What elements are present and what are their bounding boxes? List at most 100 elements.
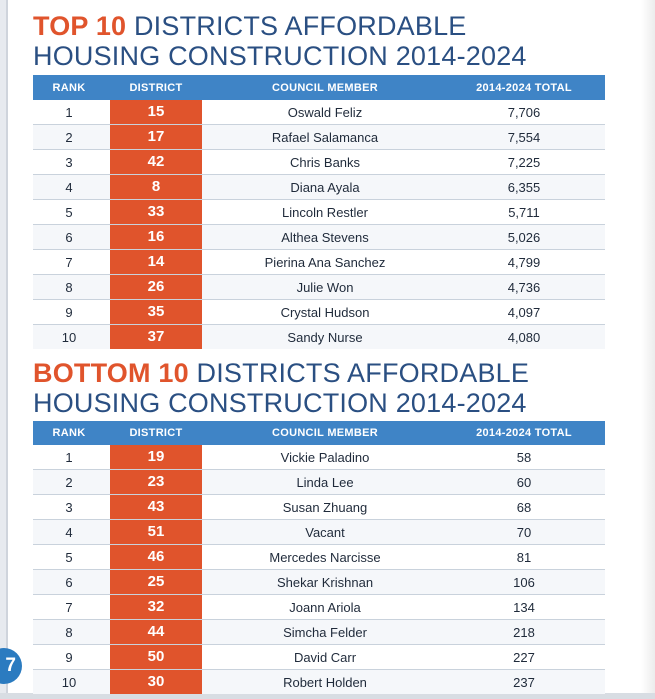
bottom-10-header-row: RANK DISTRICT COUNCIL MEMBER 2014-2024 T… (33, 421, 605, 445)
rank-cell: 6 (33, 569, 105, 595)
council-member-cell: Susan Zhuang (207, 494, 443, 520)
district-cell: 32 (105, 594, 207, 620)
district-cell: 19 (105, 445, 207, 470)
total-cell: 227 (443, 644, 605, 670)
page-edge (0, 0, 6, 699)
total-header: 2014-2024 TOTAL (443, 75, 605, 100)
total-cell: 7,706 (443, 100, 605, 125)
total-cell: 218 (443, 619, 605, 645)
district-badge: 25 (110, 570, 202, 594)
district-cell: 15 (105, 100, 207, 125)
table-row: 7 32 Joann Ariola 134 (33, 594, 605, 620)
district-badge: 44 (110, 620, 202, 644)
rank-cell: 9 (33, 644, 105, 670)
total-cell: 237 (443, 669, 605, 694)
rank-cell: 7 (33, 594, 105, 620)
total-cell: 70 (443, 519, 605, 545)
bottom-10-heading: BOTTOM 10 DISTRICTS AFFORDABLE HOUSING C… (33, 358, 529, 418)
district-cell: 25 (105, 569, 207, 595)
council-member-cell: Sandy Nurse (207, 324, 443, 349)
rank-cell: 4 (33, 174, 105, 200)
district-cell: 14 (105, 249, 207, 275)
page-number-badge: 7 (0, 648, 22, 684)
council-member-cell: Joann Ariola (207, 594, 443, 620)
district-cell: 42 (105, 149, 207, 175)
district-badge: 46 (110, 545, 202, 569)
rank-cell: 4 (33, 519, 105, 545)
rank-cell: 5 (33, 199, 105, 225)
table-row: 1 19 Vickie Paladino 58 (33, 445, 605, 470)
table-row: 2 17 Rafael Salamanca 7,554 (33, 124, 605, 150)
council-member-cell: Lincoln Restler (207, 199, 443, 225)
top-10-table: RANK DISTRICT COUNCIL MEMBER 2014-2024 T… (33, 75, 605, 349)
rank-cell: 8 (33, 619, 105, 645)
rank-cell: 10 (33, 324, 105, 349)
table-row: 6 16 Althea Stevens 5,026 (33, 224, 605, 250)
rank-header: RANK (33, 75, 105, 100)
council-member-cell: Mercedes Narcisse (207, 544, 443, 570)
table-row: 8 26 Julie Won 4,736 (33, 274, 605, 300)
rank-cell: 7 (33, 249, 105, 275)
council-member-cell: Julie Won (207, 274, 443, 300)
rank-cell: 1 (33, 100, 105, 125)
rank-cell: 5 (33, 544, 105, 570)
district-badge: 30 (110, 670, 202, 694)
table-row: 2 23 Linda Lee 60 (33, 469, 605, 495)
district-badge: 16 (110, 225, 202, 249)
total-cell: 68 (443, 494, 605, 520)
table-row: 6 25 Shekar Krishnan 106 (33, 569, 605, 595)
council-member-cell: Chris Banks (207, 149, 443, 175)
table-row: 9 35 Crystal Hudson 4,097 (33, 299, 605, 325)
district-cell: 35 (105, 299, 207, 325)
council-member-cell: Rafael Salamanca (207, 124, 443, 150)
district-badge: 14 (110, 250, 202, 274)
district-cell: 16 (105, 224, 207, 250)
district-badge: 32 (110, 595, 202, 619)
council-member-cell: Diana Ayala (207, 174, 443, 200)
page-shadow (641, 0, 655, 699)
table-row: 4 8 Diana Ayala 6,355 (33, 174, 605, 200)
rank-cell: 6 (33, 224, 105, 250)
bottom-10-table: RANK DISTRICT COUNCIL MEMBER 2014-2024 T… (33, 421, 605, 694)
total-cell: 6,355 (443, 174, 605, 200)
district-cell: 17 (105, 124, 207, 150)
council-member-cell: Pierina Ana Sanchez (207, 249, 443, 275)
total-cell: 4,736 (443, 274, 605, 300)
council-member-cell: Simcha Felder (207, 619, 443, 645)
district-cell: 51 (105, 519, 207, 545)
district-badge: 19 (110, 445, 202, 469)
table-row: 10 37 Sandy Nurse 4,080 (33, 324, 605, 349)
table-row: 4 51 Vacant 70 (33, 519, 605, 545)
bottom-10-heading-accent: BOTTOM 10 (33, 358, 189, 388)
council-member-cell: Linda Lee (207, 469, 443, 495)
table-row: 7 14 Pierina Ana Sanchez 4,799 (33, 249, 605, 275)
table-row: 3 42 Chris Banks 7,225 (33, 149, 605, 175)
total-cell: 60 (443, 469, 605, 495)
council-member-cell: Crystal Hudson (207, 299, 443, 325)
total-cell: 4,080 (443, 324, 605, 349)
top-10-heading-accent: TOP 10 (33, 11, 127, 41)
council-member-cell: Althea Stevens (207, 224, 443, 250)
district-cell: 37 (105, 324, 207, 349)
table-row: 8 44 Simcha Felder 218 (33, 619, 605, 645)
district-badge: 26 (110, 275, 202, 299)
district-badge: 37 (110, 325, 202, 349)
rank-cell: 2 (33, 469, 105, 495)
table-row: 5 33 Lincoln Restler 5,711 (33, 199, 605, 225)
district-badge: 23 (110, 470, 202, 494)
top-10-heading: TOP 10 DISTRICTS AFFORDABLE HOUSING CONS… (33, 11, 527, 71)
total-cell: 58 (443, 445, 605, 470)
district-cell: 33 (105, 199, 207, 225)
total-cell: 81 (443, 544, 605, 570)
table-row: 5 46 Mercedes Narcisse 81 (33, 544, 605, 570)
total-cell: 4,799 (443, 249, 605, 275)
district-badge: 8 (110, 175, 202, 199)
district-cell: 23 (105, 469, 207, 495)
council-member-cell: Vacant (207, 519, 443, 545)
district-badge: 33 (110, 200, 202, 224)
rank-cell: 10 (33, 669, 105, 694)
total-cell: 7,554 (443, 124, 605, 150)
rank-cell: 8 (33, 274, 105, 300)
district-cell: 8 (105, 174, 207, 200)
page-edge-line (6, 0, 8, 699)
